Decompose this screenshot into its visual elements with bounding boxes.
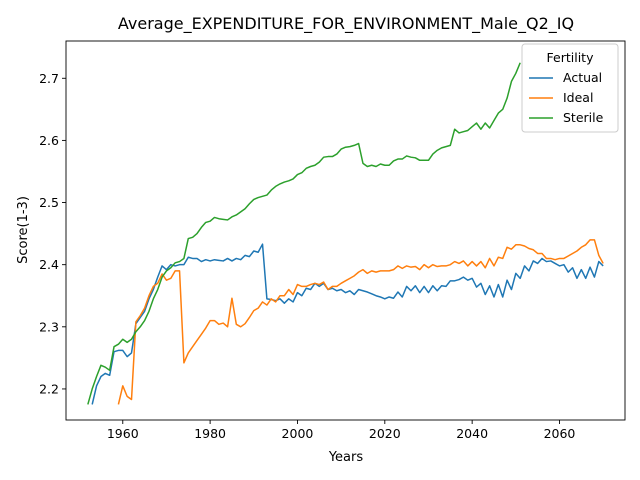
y-tick-label: 2.4 xyxy=(39,257,59,272)
series-layer xyxy=(87,62,604,405)
x-tick-label: 1980 xyxy=(194,426,226,441)
x-tick-label: 2060 xyxy=(544,426,576,441)
series-line-sterile xyxy=(87,62,521,405)
x-axis-label: Years xyxy=(328,450,364,465)
y-axis-label: Score(1-3) xyxy=(16,196,31,264)
legend-label-ideal: Ideal xyxy=(563,90,593,105)
x-tick-label: 2040 xyxy=(456,426,488,441)
y-axis: 2.2 2.3 2.4 2.5 2.6 2.7 xyxy=(39,71,66,396)
y-tick-label: 2.7 xyxy=(39,71,59,86)
series-line-actual xyxy=(91,243,604,405)
plot-frame xyxy=(65,40,626,421)
legend-label-sterile: Sterile xyxy=(563,110,604,125)
x-tick-label: 2000 xyxy=(282,426,314,441)
legend-title: Fertility xyxy=(547,50,595,65)
legend-label-actual: Actual xyxy=(563,70,602,85)
y-tick-label: 2.3 xyxy=(39,319,59,334)
x-axis: 1960 1980 2000 2020 2040 2060 xyxy=(107,420,576,441)
legend-entries: Actual Ideal Sterile xyxy=(529,70,604,125)
y-tick-label: 2.2 xyxy=(39,381,59,396)
x-tick-label: 1960 xyxy=(107,426,139,441)
legend-frame xyxy=(521,43,619,133)
x-tick-label: 2020 xyxy=(369,426,401,441)
y-tick-label: 2.5 xyxy=(39,195,59,210)
chart-title: Average_EXPENDITURE_FOR_ENVIRONMENT_Male… xyxy=(118,14,574,34)
series-line-ideal xyxy=(117,239,604,405)
y-tick-label: 2.6 xyxy=(39,133,59,148)
legend: Fertility Actual Ideal Sterile xyxy=(521,43,619,133)
